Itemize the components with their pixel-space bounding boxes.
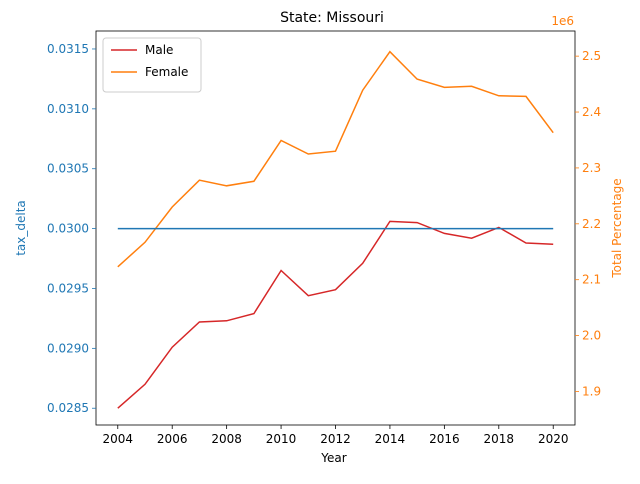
right-tick-label: 1.9 [582,384,601,398]
chart-title: State: Missouri [280,10,384,26]
x-tick-label: 2018 [484,432,515,446]
right-tick-label: 2.2 [582,217,601,231]
right-tick-label: 2.5 [582,49,601,63]
left-tick-label: 0.0295 [47,281,89,295]
x-axis: 2004 2006 2008 2010 2012 2014 2016 2018 2020 [102,425,569,446]
right-axis-offset-text: 1e6 [551,14,574,28]
x-tick-label: 2010 [266,432,297,446]
x-axis-label: Year [320,451,346,465]
left-tick-label: 0.0315 [47,42,89,56]
right-axis: 1.9 2.0 2.1 2.2 2.3 2.4 2.5 [575,49,601,398]
left-tick-label: 0.0290 [47,341,89,355]
series-line-male [117,220,554,409]
left-tick-label: 0.0285 [47,401,89,415]
x-tick-label: 2004 [102,432,133,446]
x-tick-label: 2008 [211,432,242,446]
series-layer [117,50,554,409]
right-tick-label: 2.3 [582,161,601,175]
x-tick-label: 2020 [538,432,569,446]
left-tick-label: 0.0300 [47,222,89,236]
legend-label-female: Female [145,65,188,79]
series-line-female [117,50,554,268]
left-tick-label: 0.0305 [47,162,89,176]
x-tick-label: 2006 [157,432,188,446]
legend-label-male: Male [145,43,173,57]
right-tick-label: 2.1 [582,273,601,287]
left-axis-label: tax_delta [14,200,28,256]
right-tick-label: 2.0 [582,329,601,343]
x-tick-label: 2014 [375,432,406,446]
legend-box [102,37,202,93]
right-axis-label: Total Percentage [610,178,624,278]
right-tick-label: 2.4 [582,105,601,119]
legend: Male Female [102,37,202,93]
x-tick-label: 2012 [320,432,351,446]
left-axis: 0.0285 0.0290 0.0295 0.0300 0.0305 0.0310 0.03… [47,42,96,415]
left-tick-label: 0.0310 [47,102,89,116]
x-tick-label: 2016 [429,432,460,446]
